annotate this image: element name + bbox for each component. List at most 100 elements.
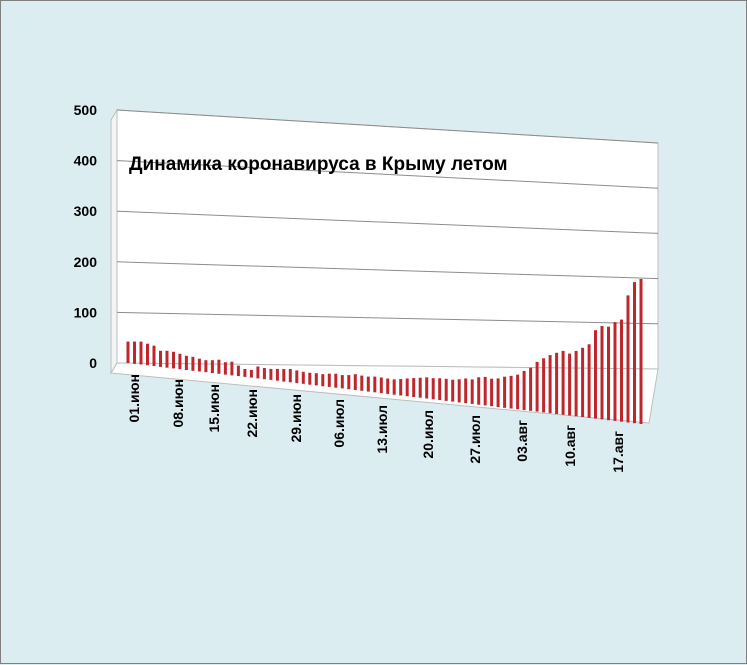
x-tick-label: 13.июл [374,405,390,454]
bar [451,379,455,402]
bar [230,361,234,376]
bar [626,295,630,423]
bar [204,360,208,373]
bar [464,378,468,404]
bar [509,375,513,409]
bar [172,351,175,369]
bar [249,369,253,378]
bar [561,350,565,415]
bar [412,378,416,397]
bar [308,372,312,385]
gridlines [116,109,659,325]
bar [288,369,292,383]
x-tick-label: 15.июн [206,384,222,432]
bar [295,370,299,384]
bar [262,368,266,380]
chart-walls [110,108,659,424]
bar [314,373,318,386]
chart-title: Динамика коронавируса в Крыму летом [129,154,508,175]
bar [223,362,227,375]
bar [438,378,442,401]
bar [425,377,429,399]
x-tick-label: 27.июл [467,415,483,464]
x-tick-label: 17.авг [610,431,626,473]
bar [275,368,279,381]
bar [184,355,188,370]
bar [165,350,169,368]
bar [568,353,572,416]
bar [496,378,500,408]
bar [581,347,585,418]
y-tick-label: 100 [74,304,98,320]
gridline [116,210,659,234]
bar [522,371,526,411]
x-tick-label: 20.июл [420,410,436,459]
side-wall [110,108,118,375]
bar [197,358,201,372]
gridline [116,311,659,325]
bar [139,341,143,365]
bar [301,371,305,384]
gridline [116,109,659,144]
bar [340,375,344,389]
bar [236,365,240,377]
bar [243,369,247,377]
bar [392,379,396,395]
bar [386,378,390,394]
bar [418,377,422,398]
bar [399,379,403,396]
x-tick-label: 10.авг [562,425,578,467]
bar [353,374,357,390]
bar [152,345,156,367]
back-wall [116,109,659,370]
bar [503,376,507,408]
bar [639,279,643,424]
bar [321,374,325,387]
x-tick-label: 06.июл [331,399,347,448]
bar [587,344,591,418]
bar [555,352,559,414]
bar [594,330,597,419]
y-axis: 0 100 200 300 400 500 [74,102,98,371]
bar [366,376,370,392]
bar [607,326,610,421]
bar [347,375,351,390]
bar [490,378,494,407]
bar [379,377,383,394]
bar [529,367,533,411]
x-tick-label: 08.июн [170,379,186,427]
y-tick-label: 200 [74,254,98,270]
bar [373,376,377,393]
bar [133,341,136,364]
x-axis: 01.июн 08.июн 15.июн 22.июн 29.июн 06.июл 13.и… [126,374,626,473]
bar [210,360,214,373]
bar [542,358,546,413]
bar [282,369,286,382]
bar [256,366,260,379]
bar [620,319,623,422]
x-tick-label: 29.июн [288,394,304,442]
bar [548,355,552,414]
bar [126,341,130,363]
bar [431,378,435,400]
gridline [116,160,659,189]
gridline [116,261,659,280]
y-tick-label: 300 [74,203,98,219]
bar [483,376,487,406]
bar [470,379,474,404]
bar [217,359,221,374]
bar [444,378,448,401]
bar [477,377,481,405]
bar [334,373,338,388]
bar [535,361,539,412]
bar [146,343,149,366]
bar [327,373,331,387]
x-tick-label: 22.июн [244,389,260,437]
bars [126,279,643,424]
bar [516,374,520,410]
y-tick-label: 400 [74,153,98,169]
bar [269,368,273,380]
bar [360,375,364,391]
